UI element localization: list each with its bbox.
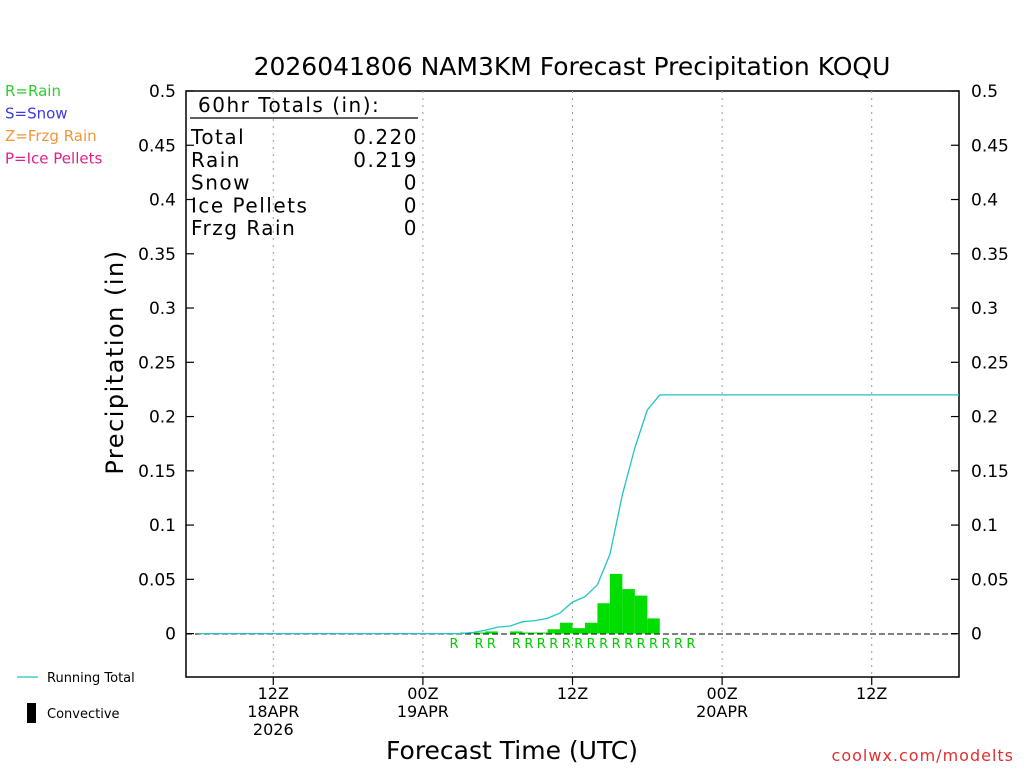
precip-bar (485, 631, 498, 634)
precip-type-letter: R (512, 637, 521, 652)
precip-type-letter: R (686, 637, 695, 652)
y-tick-label-right: 0.45 (971, 136, 1009, 156)
y-tick-label-left: 0.45 (138, 136, 176, 156)
precip-type-letter: R (612, 637, 621, 652)
precip-bar (560, 622, 573, 634)
x-tick-label: 2026 (253, 720, 294, 739)
precip-bar (510, 631, 523, 634)
x-tick-label: 12Z (557, 684, 588, 703)
y-tick-label-right: 0.35 (971, 245, 1009, 265)
precip-type-letter: R (537, 637, 546, 652)
x-tick-label: 20APR (696, 702, 748, 721)
precip-bar (522, 632, 536, 634)
x-tick-label: 12Z (258, 684, 289, 703)
convective-legend-swatch (27, 703, 36, 723)
precip-type-letter: R (649, 637, 658, 652)
precip-type-letter: R (487, 637, 496, 652)
y-tick-label-right: 0.25 (971, 353, 1009, 373)
y-tick-label-right: 0.1 (971, 516, 998, 536)
precip-type-letter: R (450, 637, 459, 652)
precip-type-legend: R=Rain S=Snow Z=Frzg Rain P=Ice Pellets (5, 82, 102, 168)
precip-type-letter: R (587, 637, 596, 652)
y-tick-label-left: 0.15 (138, 462, 176, 482)
y-tick-label-left: 0.2 (149, 408, 176, 428)
y-tick-label-right: 0.2 (971, 408, 998, 428)
chart-title: 2026041806 NAM3KM Forecast Precipitation… (254, 52, 891, 81)
y-tick-label-right: 0.5 (971, 82, 998, 102)
precip-bar (547, 629, 561, 634)
precip-type-legend-item: S=Snow (5, 105, 68, 123)
precip-type-letter: R (474, 637, 483, 652)
y-tick-label-right: 0 (971, 625, 982, 645)
y-tick-label-left: 0.5 (149, 82, 176, 102)
y-tick-label-left: 0.35 (138, 245, 176, 265)
precip-bar (622, 589, 635, 634)
y-tick-label-left: 0.05 (138, 570, 176, 590)
y-tick-label-right: 0.05 (971, 570, 1009, 590)
precip-bar (634, 595, 648, 634)
totals-row-label: Total (190, 125, 245, 149)
precip-type-legend-item: R=Rain (5, 82, 61, 100)
running-total-series (198, 394, 959, 635)
precip-type-legend-item: Z=Frzg Rain (5, 127, 97, 145)
totals-row-value: 0.220 (353, 125, 418, 149)
totals-box: 60hr Totals (in): Total 0.220 Rain 0.219 Snow… (190, 93, 418, 240)
y-tick-label-right: 0.4 (971, 191, 998, 211)
grid-lines (272, 91, 873, 677)
precip-type-letter: R (624, 637, 633, 652)
precip-type-letter: R (599, 637, 608, 652)
y-tick-label-left: 0.1 (149, 516, 176, 536)
precip-bar (472, 632, 486, 634)
precip-type-letter: R (524, 637, 533, 652)
y-tick-label-left: 0.4 (149, 191, 176, 211)
x-tick-label: 12Z (856, 684, 887, 703)
totals-row-label: Rain (191, 148, 241, 172)
y-axis-left: 0.5 0.45 0.4 0.35 0.3 0.25 0.2 0.15 0.1 0.05 0 (138, 82, 194, 645)
precip-bar (647, 618, 660, 634)
running-total-line (198, 394, 959, 635)
x-axis-label: Forecast Time (UTC) (386, 736, 638, 765)
x-tick-label: 19APR (397, 702, 449, 721)
totals-row-value: 0 (404, 216, 418, 240)
totals-row-label: Snow (191, 171, 251, 195)
x-tick-label: 00Z (407, 684, 438, 703)
y-axis-right: 0.5 0.45 0.4 0.35 0.3 0.25 0.2 0.15 0.1 0.05 0 (951, 82, 1009, 645)
y-tick-label-left: 0.3 (149, 299, 176, 319)
totals-row-label: Ice Pellets (191, 193, 308, 217)
running-total-legend-label: Running Total (47, 671, 135, 686)
totals-header: 60hr Totals (in): (198, 93, 380, 117)
x-tick-label: 00Z (706, 684, 737, 703)
precip-type-legend-item: P=Ice Pellets (5, 150, 102, 168)
y-tick-label-left: 0 (165, 625, 176, 645)
precip-bar (597, 603, 610, 634)
precip-type-letter: R (637, 637, 646, 652)
y-tick-label-right: 0.15 (971, 462, 1009, 482)
precip-type-letter: R (562, 637, 571, 652)
precip-type-letter: R (549, 637, 558, 652)
precip-bar (584, 622, 598, 634)
precip-bar (572, 628, 585, 634)
precip-type-letter: R (574, 637, 583, 652)
precip-bar (535, 632, 548, 634)
precip-bars (460, 573, 660, 634)
totals-row-label: Frzg Rain (191, 216, 296, 240)
precip-type-letter: R (661, 637, 670, 652)
credit-text: coolwx.com/modelts (832, 746, 1014, 765)
precip-bar (609, 573, 623, 634)
precip-type-letter: R (674, 637, 683, 652)
convective-legend-label: Convective (47, 707, 120, 722)
totals-row-value: 0.219 (353, 148, 418, 172)
totals-row-value: 0 (404, 193, 418, 217)
totals-row-value: 0 (404, 171, 418, 195)
y-axis-label: Precipitation (in) (101, 249, 129, 474)
x-tick-label: 18APR (247, 702, 299, 721)
y-tick-label-left: 0.25 (138, 353, 176, 373)
y-tick-label-right: 0.3 (971, 299, 998, 319)
